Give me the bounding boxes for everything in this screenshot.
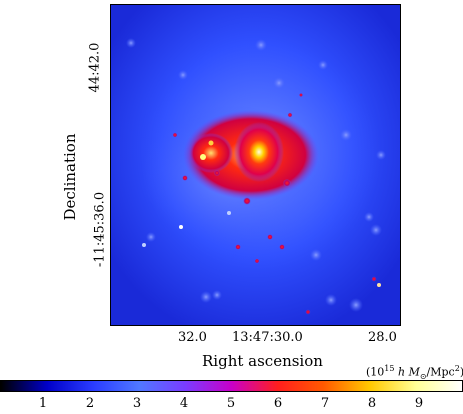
colorbar-tick: 9 [414,396,424,411]
mass-peaks [126,38,386,315]
y-axis-title: Declination [61,133,79,221]
colorbar-tick: 8 [367,396,377,411]
colorbar-tick: 5 [226,396,236,411]
colorbar-tick: 2 [85,396,95,411]
colorbar-tick: 7 [320,396,330,411]
colorbar-tick: 4 [179,396,189,411]
x-axis-title: Right ascension [202,352,323,370]
colorbar-unit-label: (1015 h M⊙/Mpc2) [366,364,463,381]
colorbar [0,380,463,392]
mass-map-image [111,5,400,325]
x-tick-label-3: 28.0 [368,330,397,345]
mass-map [110,4,401,326]
y-tick-label-1: 44:42.0 [87,42,103,93]
colorbar-tick: 1 [38,396,48,411]
y-tick-label-2: -11:45:36.0 [92,191,108,268]
x-tick-label-2: 13:47:30.0 [232,330,303,345]
colorbar-tick: 3 [132,396,142,411]
x-tick-label-1: 32.0 [178,330,207,345]
colorbar-tick: 6 [273,396,283,411]
